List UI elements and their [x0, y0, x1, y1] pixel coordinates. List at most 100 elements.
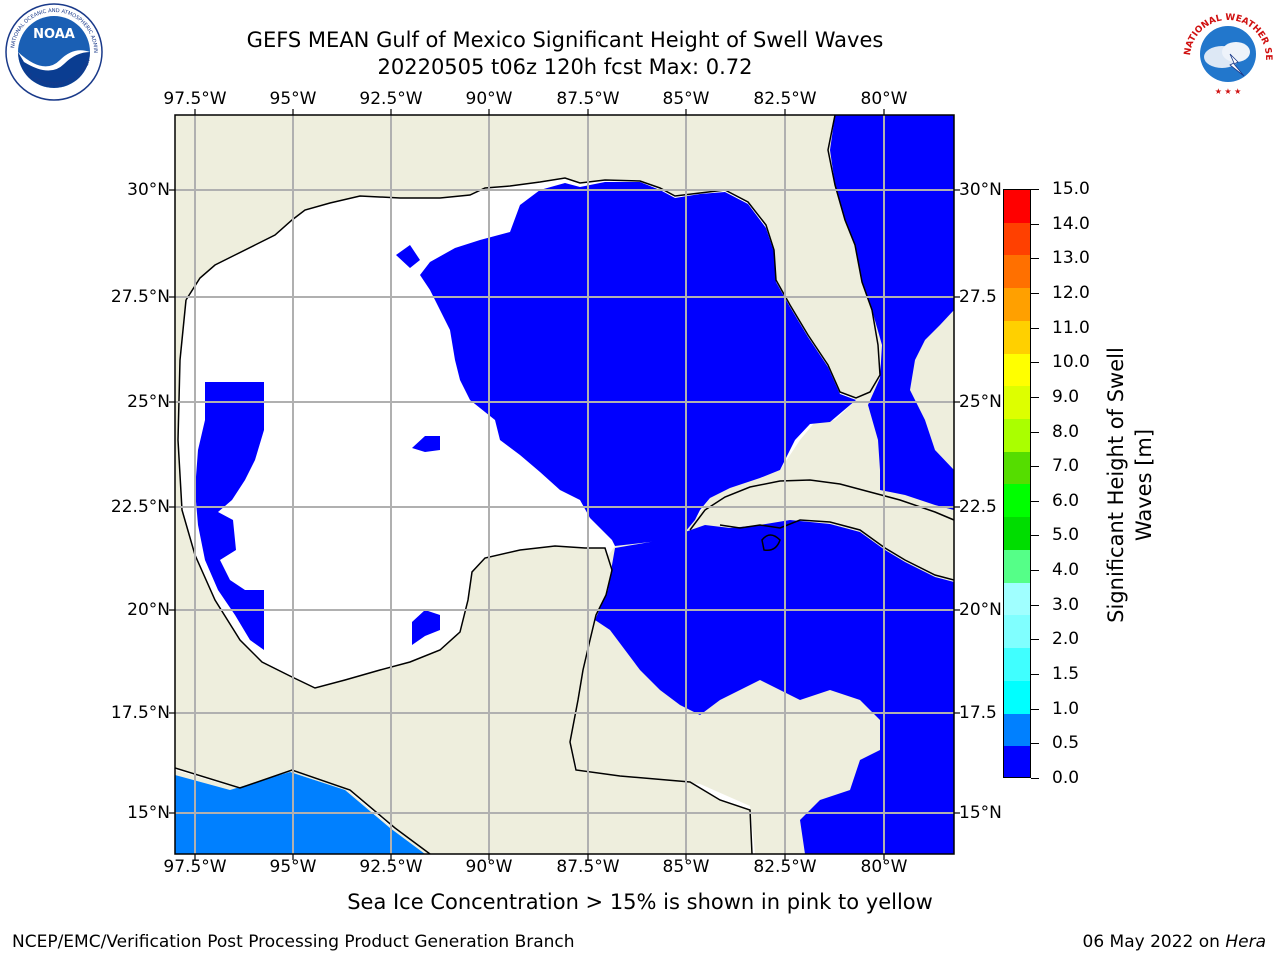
colorbar-tick: [1031, 708, 1039, 710]
date-prefix: 06 May 2022 on: [1082, 932, 1226, 952]
colorbar-tick: [1031, 535, 1039, 537]
colorbar-tick: [1031, 466, 1039, 468]
longitude-label: 87.5°W: [556, 89, 620, 109]
colorbar-tick: [1031, 778, 1039, 779]
longitude-label: 80°W: [860, 89, 908, 109]
colorbar-segment: [1004, 582, 1030, 616]
colorbar-tick-label: 0.0: [1052, 768, 1080, 788]
longitude-label: 85°W: [662, 857, 710, 877]
credit-text: NCEP/EMC/Verification Post Processing Pr…: [12, 932, 575, 952]
colorbar-tick-label: 1.5: [1052, 664, 1080, 685]
nws-logo: NATIONAL WEATHER SERVICE ★ ★ ★: [1178, 2, 1276, 100]
swell-0-0.5-atlantic: [830, 115, 954, 510]
colorbar-segment: [1004, 222, 1030, 256]
swell-0-0.5-west-gulf: [195, 382, 264, 650]
colorbar-segment: [1004, 615, 1030, 649]
swell-0-0.5-east-gulf: [420, 182, 856, 546]
chart-title: GEFS MEAN Gulf of Mexico Significant Hei…: [246, 28, 884, 52]
latitude-label: 20°N: [127, 600, 170, 620]
colorbar-segment: [1004, 713, 1030, 747]
longitude-label: 95°W: [269, 89, 317, 109]
swell-0-0.5-patch: [412, 610, 440, 645]
colorbar-segment: [1004, 648, 1030, 681]
colorbar-segment: [1004, 517, 1030, 550]
colorbar-tick: [1031, 500, 1039, 502]
longitude-label: 92.5°W: [359, 857, 423, 877]
colorbar-tick-label: 14.0: [1052, 213, 1090, 234]
colorbar-tick-label: 10.0: [1052, 352, 1090, 373]
svg-text:★ ★ ★: ★ ★ ★: [1215, 87, 1242, 96]
noaa-logo-text: NOAA: [33, 27, 75, 42]
swell-0-0.5-caribbean: [595, 520, 954, 854]
longitude-label: 97.5°W: [163, 857, 227, 877]
mexico-land: [175, 300, 752, 854]
latitude-label: 22.5: [959, 497, 997, 517]
latitude-label: 17.5°N: [110, 703, 170, 723]
colorbar-tick-label: 11.0: [1052, 317, 1090, 338]
colorbar-tick: [1031, 223, 1039, 225]
colorbar-segment: [1004, 746, 1030, 777]
colorbar-segment: [1004, 386, 1030, 420]
colorbar-tick-label: 3.0: [1052, 594, 1080, 615]
longitude-label: 90°W: [465, 857, 513, 877]
longitude-label: 95°W: [269, 857, 317, 877]
colorbar-tick: [1031, 604, 1039, 606]
colorbar-tick: [1031, 189, 1039, 190]
colorbar-tick: [1031, 431, 1039, 433]
longitude-label: 80°W: [860, 857, 908, 877]
latitude-label: 22.5°N: [110, 497, 170, 517]
longitude-label: 82.5°W: [753, 857, 817, 877]
colorbar-segment: [1004, 255, 1030, 289]
swell-0-0.5-patch: [396, 245, 420, 268]
sea-ice-footnote: Sea Ice Concentration > 15% is shown in …: [347, 890, 933, 914]
colorbar-tick-label: 13.0: [1052, 248, 1090, 269]
swell-0-0.5-patch: [412, 436, 440, 452]
colorbar-tick: [1031, 292, 1039, 294]
us-land: [175, 115, 880, 398]
map-frame: [174, 114, 955, 855]
latitude-label: 27.5: [959, 287, 997, 307]
graticule: [175, 115, 954, 854]
latitude-label: 27.5°N: [110, 287, 170, 307]
longitude-label: 87.5°W: [556, 857, 620, 877]
colorbar-tick-label: 15.0: [1052, 179, 1090, 199]
longitude-label: 97.5°W: [163, 89, 227, 109]
colorbar-tick-label: 4.0: [1052, 560, 1080, 581]
colorbar-segment: [1004, 680, 1030, 714]
colorbar-tick: [1031, 570, 1039, 572]
chart-subtitle: 20220505 t06z 120h fcst Max: 0.72: [377, 55, 753, 79]
colorbar: [1003, 189, 1031, 778]
colorbar-tick: [1031, 362, 1039, 364]
colorbar-tick: [1031, 258, 1039, 260]
colorbar-tick: [1031, 674, 1039, 676]
colorbar-segment: [1004, 419, 1030, 452]
latitude-label: 20°N: [959, 600, 1002, 620]
colorbar-segment: [1004, 288, 1030, 321]
coastlines: [175, 115, 954, 854]
colorbar-tick: [1031, 396, 1039, 398]
colorbar-segment: [1004, 484, 1030, 518]
colorbar-tick-label: 1.0: [1052, 698, 1080, 719]
colorbar-segment: [1004, 549, 1030, 583]
latitude-label: 15°N: [959, 803, 1002, 823]
colorbar-tick-label: 7.0: [1052, 456, 1080, 477]
latitude-label: 25°N: [127, 392, 170, 412]
map-ticks: [169, 109, 960, 860]
colorbar-tick-label: 0.5: [1052, 733, 1080, 754]
colorbar-segment: [1004, 353, 1030, 387]
cuba-land: [690, 480, 954, 580]
colorbar-tick: [1031, 639, 1039, 641]
colorbar-tick-label: 12.0: [1052, 282, 1090, 303]
latitude-label: 30°N: [959, 180, 1002, 200]
colorbar-segment: [1004, 190, 1030, 223]
colorbar-tick-label: 6.0: [1052, 490, 1080, 511]
colorbar-label: Significant Height of Swell Waves [m]: [1104, 347, 1156, 623]
colorbar-tick-label: 2.0: [1052, 629, 1080, 650]
colorbar-segment: [1004, 451, 1030, 485]
latitude-label: 25°N: [959, 392, 1002, 412]
colorbar-tick-label: 9.0: [1052, 386, 1080, 407]
longitude-label: 92.5°W: [359, 89, 423, 109]
machine-name: Hera: [1225, 932, 1266, 952]
longitude-label: 85°W: [662, 89, 710, 109]
